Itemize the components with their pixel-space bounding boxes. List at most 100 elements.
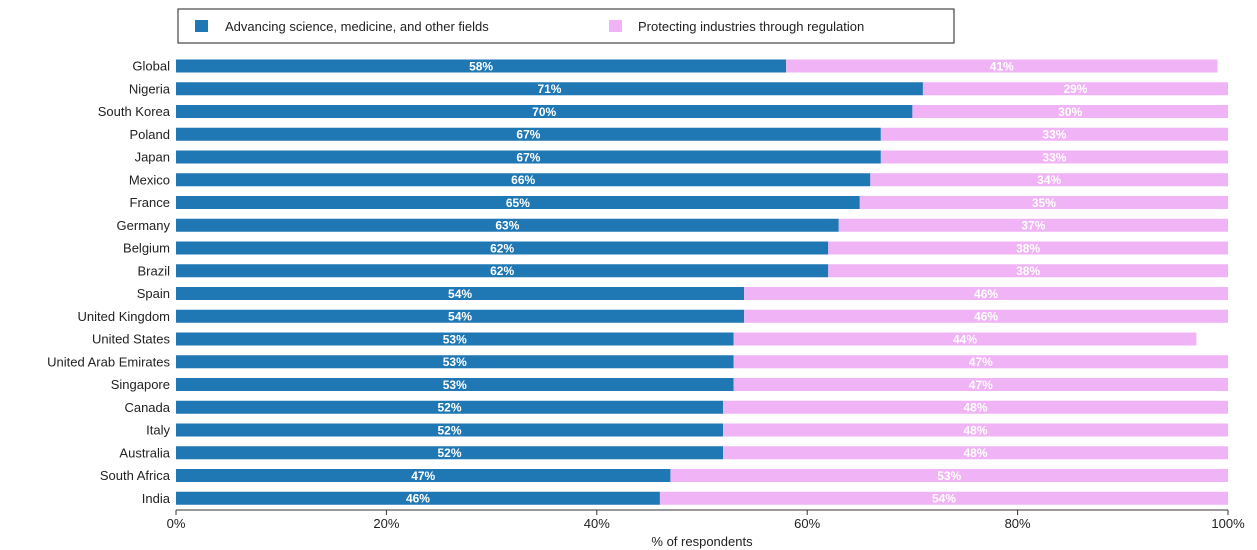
bar-protecting-15: [733, 378, 1228, 391]
bar-protecting-17: [723, 423, 1228, 437]
data-label: 66%: [511, 173, 535, 187]
bar-advancing-20: [176, 491, 660, 505]
data-label: 71%: [537, 82, 561, 96]
category-label: Germany: [117, 218, 171, 233]
bars-group: 58% 41% 71% 29% 70% 30% 67% 33% 67% 33% 66% 34% 65% 3…: [176, 59, 1228, 506]
category-label: Brazil: [137, 263, 170, 278]
legend-label-2: Protecting industries through regulation: [638, 19, 864, 34]
data-label: 63%: [495, 219, 519, 233]
bar-advancing-2: [176, 82, 923, 96]
bar-advancing-13: [176, 332, 734, 346]
category-labels: Global Nigeria South Korea Poland Japan Mexic…: [47, 59, 171, 506]
data-label: 54%: [448, 310, 472, 324]
bar-advancing-3: [176, 105, 913, 118]
data-label: 34%: [1037, 173, 1061, 187]
x-tick-label: 100%: [1211, 516, 1245, 531]
data-label: 52%: [438, 401, 462, 415]
data-label: 52%: [438, 423, 462, 437]
data-label: 48%: [964, 401, 988, 415]
bar-protecting-7: [859, 196, 1228, 209]
data-label: 37%: [1021, 219, 1045, 233]
bar-advancing-16: [176, 400, 724, 414]
bar-protecting-18: [723, 446, 1228, 460]
data-label: 35%: [1032, 196, 1056, 210]
legend-label-1: Advancing science, medicine, and other f…: [225, 19, 489, 34]
category-label: Nigeria: [129, 81, 171, 96]
bar-protecting-16: [723, 400, 1228, 414]
data-label: 33%: [1042, 150, 1066, 164]
data-label: 47%: [411, 469, 435, 483]
x-tick-label: 80%: [1005, 516, 1031, 531]
category-label: Australia: [119, 445, 170, 460]
data-label: 53%: [937, 469, 961, 483]
category-label: France: [130, 195, 170, 210]
bar-protecting-13: [733, 332, 1197, 346]
category-label: Belgium: [123, 241, 170, 256]
data-label: 62%: [490, 241, 514, 255]
bar-protecting-2: [922, 82, 1228, 96]
category-label: Poland: [130, 127, 170, 142]
category-label: United States: [92, 332, 171, 347]
bar-advancing-9: [176, 241, 829, 255]
x-tick-label: 20%: [373, 516, 399, 531]
bar-protecting-11: [744, 287, 1228, 300]
category-label: Global: [132, 59, 170, 74]
x-tick-label: 40%: [584, 516, 610, 531]
data-label: 54%: [932, 492, 956, 506]
bar-protecting-19: [670, 469, 1228, 482]
bar-protecting-10: [828, 264, 1228, 278]
data-label: 67%: [516, 150, 540, 164]
category-label: Mexico: [129, 172, 170, 187]
bar-protecting-5: [880, 150, 1228, 164]
bar-advancing-11: [176, 287, 745, 300]
data-label: 53%: [443, 332, 467, 346]
data-label: 47%: [969, 355, 993, 369]
bar-advancing-19: [176, 469, 671, 482]
data-label: 48%: [964, 423, 988, 437]
data-label: 48%: [964, 446, 988, 460]
data-label: 58%: [469, 59, 493, 73]
data-label: 38%: [1016, 264, 1040, 278]
data-label: 67%: [516, 128, 540, 142]
bar-protecting-8: [838, 218, 1228, 232]
bar-protecting-14: [733, 355, 1228, 369]
data-label: 46%: [406, 492, 430, 506]
data-label: 44%: [953, 332, 977, 346]
data-label: 54%: [448, 287, 472, 301]
bar-advancing-10: [176, 264, 829, 278]
category-label: Canada: [124, 400, 170, 415]
bar-protecting-3: [912, 105, 1228, 118]
data-label: 41%: [990, 59, 1014, 73]
data-label: 30%: [1058, 105, 1082, 119]
data-label: 38%: [1016, 241, 1040, 255]
data-label: 29%: [1063, 82, 1087, 96]
category-label: United Kingdom: [78, 309, 171, 324]
category-label: Singapore: [111, 377, 170, 392]
data-label: 53%: [443, 378, 467, 392]
legend-box: [177, 8, 955, 44]
category-label: Japan: [135, 150, 170, 165]
bar-protecting-4: [880, 127, 1228, 141]
data-label: 62%: [490, 264, 514, 278]
category-label: South Africa: [100, 468, 171, 483]
bar-advancing-12: [176, 309, 745, 323]
bar-advancing-4: [176, 127, 881, 141]
category-label: United Arab Emirates: [47, 354, 170, 369]
data-label: 46%: [974, 310, 998, 324]
legend-swatch-1: [195, 20, 208, 32]
data-label: 46%: [974, 287, 998, 301]
data-label: 65%: [506, 196, 530, 210]
data-label: 47%: [969, 378, 993, 392]
category-label: Italy: [146, 423, 170, 438]
bar-protecting-20: [659, 491, 1228, 505]
data-label: 33%: [1042, 128, 1066, 142]
bar-protecting-6: [870, 173, 1228, 187]
x-axis-title: % of respondents: [651, 534, 753, 549]
bar-advancing-7: [176, 196, 860, 209]
category-label: Spain: [137, 286, 170, 301]
bar-advancing-6: [176, 173, 871, 187]
bar-advancing-15: [176, 378, 734, 391]
bar-advancing-5: [176, 150, 881, 164]
bar-advancing-8: [176, 218, 839, 232]
